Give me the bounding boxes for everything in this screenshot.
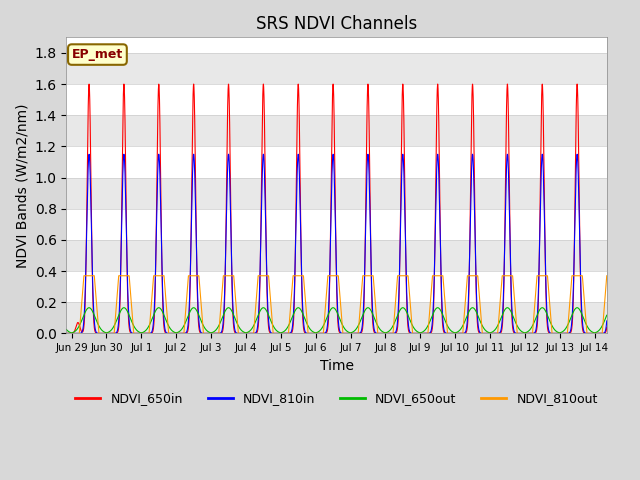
NDVI_810in — [573, 151, 581, 157]
NDVI_650out — [573, 305, 581, 311]
NDVI_650out — [414, 329, 422, 335]
NDVI_650in — [414, 331, 422, 336]
NDVI_650in — [312, 331, 319, 336]
NDVI_650out — [312, 330, 319, 336]
NDVI_810out — [63, 331, 70, 336]
Bar — [67, 53, 607, 84]
NDVI_650in — [269, 331, 276, 336]
NDVI_650in — [573, 81, 581, 87]
Line: NDVI_810in: NDVI_810in — [67, 154, 607, 334]
Y-axis label: NDVI Bands (W/m2/nm): NDVI Bands (W/m2/nm) — [15, 103, 29, 268]
NDVI_650in — [387, 331, 394, 336]
NDVI_650in — [161, 328, 168, 334]
NDVI_650in — [603, 324, 611, 330]
NDVI_650out — [466, 307, 474, 313]
NDVI_810out — [507, 273, 515, 278]
Line: NDVI_650out: NDVI_650out — [67, 308, 607, 333]
NDVI_810out — [80, 273, 88, 278]
NDVI_810out — [414, 331, 422, 336]
NDVI_810in — [603, 318, 611, 324]
NDVI_810in — [63, 331, 70, 336]
Bar — [67, 115, 607, 146]
NDVI_810in — [414, 331, 422, 336]
NDVI_810out — [466, 273, 474, 278]
Bar — [67, 178, 607, 209]
NDVI_650in — [466, 248, 474, 253]
NDVI_650out — [507, 308, 515, 314]
NDVI_810out — [161, 281, 168, 287]
NDVI_650out — [603, 312, 611, 318]
NDVI_810out — [387, 331, 394, 336]
NDVI_810in — [161, 324, 168, 329]
NDVI_810in — [312, 331, 319, 336]
Bar — [67, 240, 607, 271]
NDVI_810in — [387, 331, 394, 336]
Legend: NDVI_650in, NDVI_810in, NDVI_650out, NDVI_810out: NDVI_650in, NDVI_810in, NDVI_650out, NDV… — [70, 387, 603, 410]
Line: NDVI_650in: NDVI_650in — [67, 84, 607, 334]
NDVI_810in — [507, 271, 515, 277]
Line: NDVI_810out: NDVI_810out — [67, 276, 607, 334]
NDVI_650out — [387, 327, 394, 333]
NDVI_810out — [269, 328, 277, 334]
Title: SRS NDVI Channels: SRS NDVI Channels — [256, 15, 417, 33]
NDVI_810out — [603, 273, 611, 278]
X-axis label: Time: Time — [319, 359, 353, 372]
NDVI_650out — [269, 323, 276, 328]
Bar — [67, 302, 607, 334]
NDVI_650out — [161, 313, 168, 319]
NDVI_810in — [269, 331, 276, 336]
Text: EP_met: EP_met — [72, 48, 123, 61]
NDVI_650in — [63, 331, 70, 336]
NDVI_810in — [466, 249, 474, 255]
NDVI_650out — [63, 327, 70, 333]
NDVI_650in — [507, 277, 515, 283]
